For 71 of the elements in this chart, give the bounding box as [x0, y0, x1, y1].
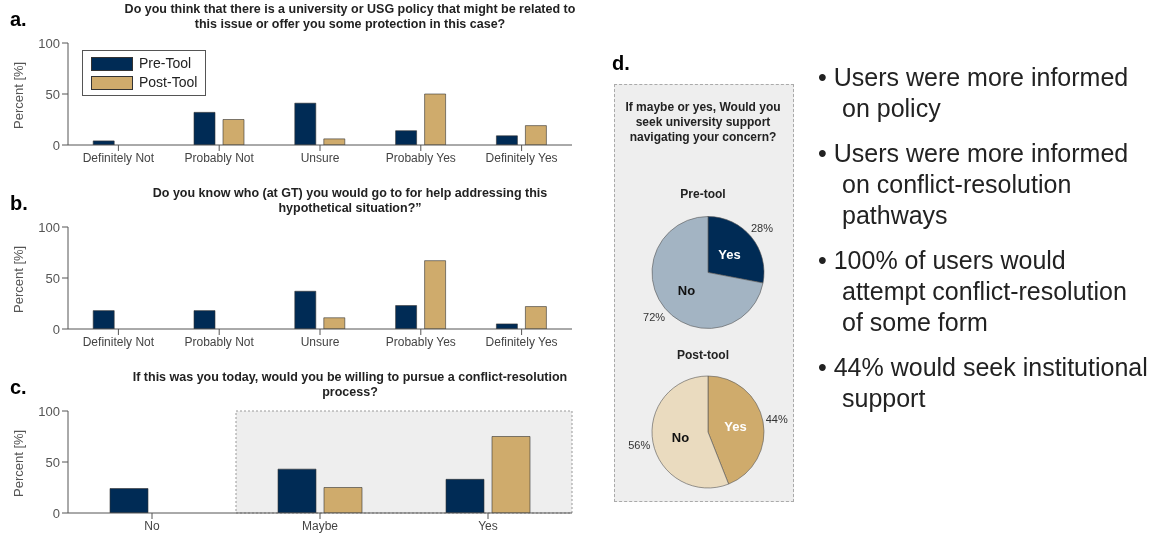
- x-tick-label: Probably Yes: [385, 334, 456, 349]
- y-axis-title: Percent [%]: [10, 245, 26, 313]
- chart-title: Post-tool: [676, 348, 730, 363]
- text: a.: [10, 8, 27, 31]
- chart-title: If maybe or yes, Would you seek university support navigating your concern?: [624, 100, 782, 145]
- bar: [323, 138, 346, 145]
- x-tick-label: Unsure: [300, 150, 340, 165]
- bar: [222, 119, 245, 145]
- x-tick-label: Unsure: [300, 334, 340, 349]
- slice-label: Yes: [724, 419, 747, 435]
- bar: [525, 306, 547, 329]
- y-tick-label: 50: [45, 454, 60, 470]
- legend-label: Post-Tool: [139, 73, 198, 92]
- x-tick-label: Definitely Not: [82, 334, 155, 349]
- x-tick-label: Probably Yes: [385, 150, 456, 165]
- slice-label: Yes: [718, 247, 741, 263]
- chart-title: Do you know who (at GT) you would go to for help addressing this hypothetical situation?”: [151, 186, 549, 216]
- bar: [277, 468, 317, 513]
- y-tick-label: 50: [45, 86, 60, 102]
- bar: [496, 323, 518, 329]
- chart-title: Do you think that there is a university or USG policy that might be related to this issue or offer you some protection in this case?: [123, 2, 577, 32]
- slice-label: No: [671, 429, 690, 445]
- y-tick-label: 0: [52, 137, 60, 153]
- chart-subtitle: Pre-tool: [679, 187, 727, 201]
- y-tick-label: 100: [38, 35, 60, 51]
- text: • 100% of users would attempt conflict-resolution of some form: [818, 245, 1128, 338]
- y-tick-label: 100: [38, 219, 60, 235]
- bar: [424, 93, 446, 145]
- text: • 44% would seek institutional support: [818, 352, 1148, 414]
- bar: [92, 310, 115, 329]
- x-tick-label: Yes: [478, 518, 498, 533]
- text: • Users were more informed on policy: [818, 62, 1130, 124]
- y-tick-label: 0: [52, 505, 60, 521]
- x-tick-label: Probably Not: [184, 334, 255, 349]
- y-tick-label: 100: [38, 403, 60, 419]
- bar: [193, 310, 216, 329]
- bar: [193, 112, 216, 145]
- bar: [424, 260, 446, 329]
- slice-label: No: [677, 282, 696, 298]
- bar: [395, 130, 417, 145]
- y-axis-title: Percent [%]: [10, 61, 26, 129]
- bar: [491, 436, 531, 513]
- bar: [92, 140, 115, 145]
- bar: [525, 125, 547, 145]
- x-tick-label: Probably Not: [184, 150, 255, 165]
- bar: [294, 102, 317, 145]
- x-tick-label: No: [144, 518, 160, 533]
- data-label: 44%: [765, 412, 788, 425]
- x-tick-label: Definitely Yes: [485, 334, 558, 349]
- bar: [496, 135, 518, 145]
- bar: [323, 317, 346, 329]
- text: c.: [10, 376, 27, 399]
- x-tick-label: Maybe: [301, 518, 339, 533]
- bar: [323, 487, 363, 513]
- text: d.: [612, 52, 630, 75]
- legend-label: Pre-Tool: [139, 54, 192, 73]
- data-label: 28%: [750, 221, 774, 234]
- y-tick-label: 50: [45, 270, 60, 286]
- text: • Users were more informed on conflict-resolution pathways: [818, 138, 1130, 231]
- data-label: 72%: [643, 311, 666, 324]
- bar: [445, 479, 485, 513]
- text: b.: [10, 192, 28, 215]
- bar: [294, 290, 317, 329]
- bar: [109, 488, 149, 513]
- y-axis-title: Percent [%]: [10, 429, 26, 497]
- chart-title: If this was you today, would you be willing to pursue a conflict-resolution process?: [131, 370, 569, 400]
- bar: [395, 305, 417, 329]
- y-tick-label: 0: [52, 321, 60, 337]
- x-tick-label: Definitely Yes: [485, 150, 558, 165]
- data-label: 56%: [628, 439, 651, 452]
- x-tick-label: Definitely Not: [82, 150, 155, 165]
